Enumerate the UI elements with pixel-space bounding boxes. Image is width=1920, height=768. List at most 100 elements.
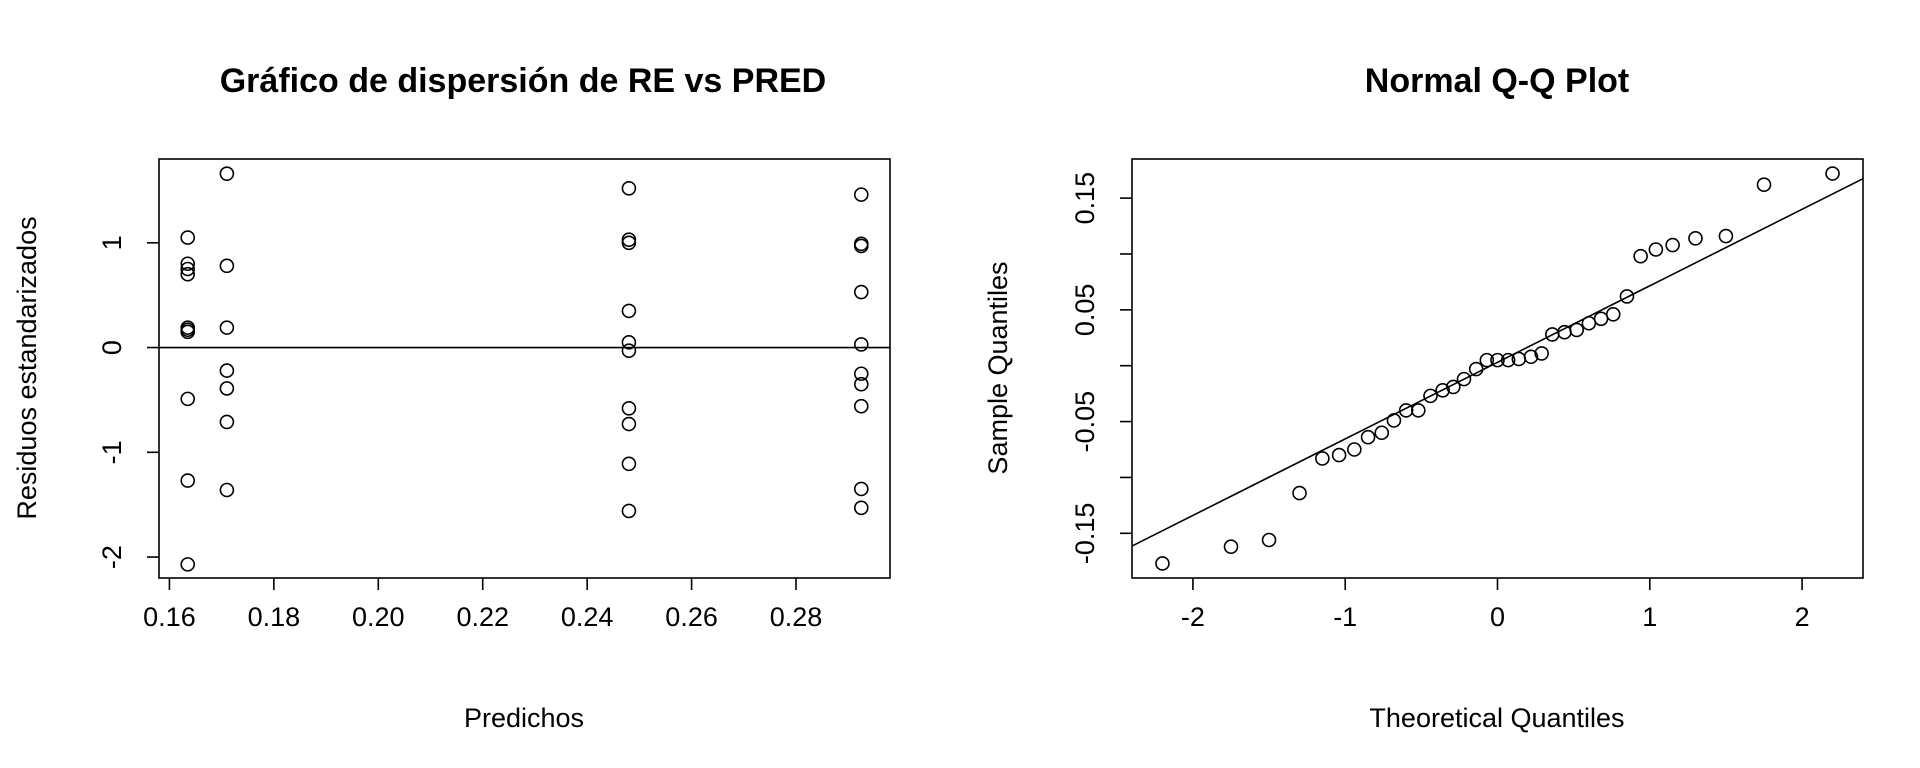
data-point <box>1423 388 1438 404</box>
reference-lines <box>1131 177 1864 547</box>
data-point <box>180 230 196 245</box>
data-point <box>1490 352 1505 368</box>
data-point <box>1261 532 1277 548</box>
data-point <box>1456 371 1472 387</box>
y-tick-label: 0 <box>97 340 127 355</box>
y-tick-label: 0.05 <box>1070 284 1100 337</box>
x-tick-label: 2 <box>1795 602 1810 632</box>
data-point <box>180 473 196 488</box>
data-point <box>1665 237 1680 253</box>
y-axis-ticks: -2 -1 0 1 <box>97 235 159 569</box>
plot-frame <box>158 158 891 579</box>
x-tick-label: 0.22 <box>456 602 509 632</box>
data-point <box>1360 429 1376 445</box>
data-point <box>1411 403 1426 418</box>
data-point <box>1500 352 1516 368</box>
data-point <box>1347 442 1362 457</box>
x-axis-label: Theoretical Quantiles <box>1369 703 1624 733</box>
data-point <box>180 557 196 572</box>
data-point <box>853 284 869 300</box>
x-tick-label: 0.20 <box>352 602 405 632</box>
data-point <box>621 343 637 358</box>
data-point <box>1633 248 1648 264</box>
data-point <box>621 401 637 416</box>
data-point <box>1155 556 1170 571</box>
data-point <box>853 481 869 497</box>
data-point <box>1756 177 1772 192</box>
x-axis-ticks: -2 -1 0 1 2 <box>1181 578 1810 632</box>
y-tick-label: 1 <box>97 235 127 250</box>
data-point <box>1331 447 1347 463</box>
data-point <box>621 235 637 251</box>
data-point <box>853 337 869 352</box>
x-axis-label: Predichos <box>464 703 584 733</box>
y-tick-label: -2 <box>97 545 127 569</box>
data-points <box>180 166 869 572</box>
y-axis-ticks: -0.15 -0.05 0.05 0.15 <box>1070 172 1132 564</box>
data-point <box>219 320 235 335</box>
data-point <box>1688 231 1703 246</box>
x-tick-label: 0.26 <box>665 602 718 632</box>
data-point <box>219 482 235 498</box>
x-tick-label: 0.28 <box>770 602 823 632</box>
data-point <box>1374 425 1390 441</box>
data-point <box>621 416 637 432</box>
data-point <box>1593 311 1609 327</box>
data-point <box>853 238 869 254</box>
data-point <box>1223 539 1239 555</box>
data-point <box>1446 379 1461 395</box>
qq-reference-line <box>1131 177 1864 547</box>
data-point <box>853 500 869 516</box>
data-point <box>1479 352 1495 368</box>
x-axis-ticks: 0.16 0.18 0.20 0.22 0.24 0.26 0.28 <box>143 578 822 632</box>
data-point <box>1825 166 1840 181</box>
data-point <box>621 335 637 350</box>
x-tick-label: 0.24 <box>561 602 614 632</box>
x-tick-label: 0.16 <box>143 602 196 632</box>
data-point <box>219 258 235 274</box>
y-tick-label: -0.15 <box>1070 503 1100 565</box>
data-point <box>853 187 869 202</box>
data-point <box>180 256 196 272</box>
data-point <box>1648 242 1664 257</box>
data-point <box>180 324 196 340</box>
data-point <box>219 363 235 378</box>
data-point <box>1386 413 1402 428</box>
data-point <box>853 398 869 414</box>
data-point <box>180 391 196 407</box>
x-tick-label: 0 <box>1490 602 1505 632</box>
data-point <box>621 181 637 196</box>
chart-title: Gráfico de dispersión de RE vs PRED <box>220 62 827 100</box>
data-point <box>180 261 196 277</box>
data-point <box>219 381 235 396</box>
data-point <box>621 303 637 319</box>
x-tick-label: -1 <box>1333 602 1357 632</box>
data-point <box>180 266 196 282</box>
data-point <box>219 166 235 181</box>
data-point <box>1569 322 1584 338</box>
chart-title: Normal Q-Q Plot <box>1365 62 1629 100</box>
plot-frame <box>1131 158 1864 579</box>
data-point <box>1534 346 1549 361</box>
data-point <box>1605 307 1621 322</box>
x-tick-label: 1 <box>1642 602 1657 632</box>
y-tick-label: 0.15 <box>1070 172 1100 225</box>
data-point <box>853 366 869 382</box>
y-tick-label: -1 <box>97 440 127 464</box>
data-point <box>853 376 869 392</box>
data-point <box>1619 289 1635 304</box>
data-points <box>1155 166 1840 571</box>
data-point <box>621 503 637 519</box>
qq-plot-panel: Normal Q-Q Plot -2 -1 0 1 2 -0.15 -0.05 0.05 0.… <box>983 62 1864 733</box>
y-axis-label: Residuos estandarizados <box>12 216 42 519</box>
data-point <box>1435 382 1450 398</box>
y-tick-label: -0.05 <box>1070 391 1100 453</box>
data-point <box>1468 361 1484 377</box>
data-point <box>621 232 637 247</box>
x-tick-label: -2 <box>1181 602 1205 632</box>
x-tick-label: 0.18 <box>248 602 301 632</box>
data-point <box>621 456 637 472</box>
data-point <box>1718 228 1734 244</box>
data-point <box>1557 324 1572 340</box>
data-point <box>1292 485 1307 501</box>
